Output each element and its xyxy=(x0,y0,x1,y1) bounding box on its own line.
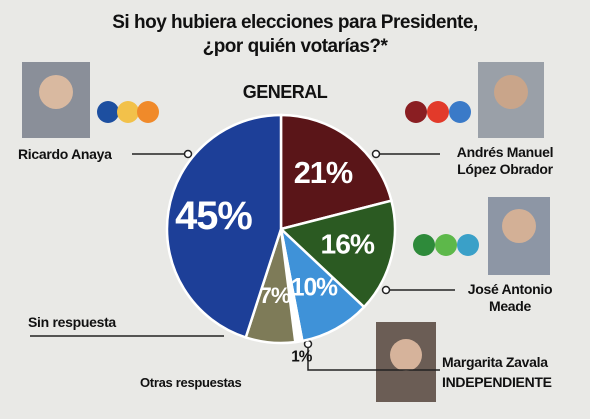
legend-label: Otras respuestas xyxy=(140,375,242,390)
legend-label: Sin respuesta xyxy=(28,314,116,330)
party-logo xyxy=(97,101,119,123)
chart-subtitle: GENERAL xyxy=(242,82,328,102)
party-logo xyxy=(435,234,457,256)
leader-line xyxy=(307,344,440,371)
leader-dot xyxy=(381,285,391,295)
leader-dot xyxy=(183,149,193,159)
legend-label: José Antonio Meade xyxy=(467,281,553,314)
legend-label: Andrés Manuel López Obrador xyxy=(456,144,554,177)
legend-label: Margarita Zavala xyxy=(442,354,548,370)
data-label: 10% xyxy=(291,274,338,301)
photo-face xyxy=(39,75,73,109)
party-logo xyxy=(457,234,479,256)
pie-slice xyxy=(279,113,393,231)
data-label: 45% xyxy=(175,194,252,238)
data-label: 16% xyxy=(321,227,375,259)
data-label: 1% xyxy=(291,348,313,365)
photo-face xyxy=(390,339,422,371)
party-logo xyxy=(427,101,449,123)
legend-label: Ricardo Anaya xyxy=(18,146,112,162)
data-label: 21% xyxy=(294,155,353,190)
photo-face xyxy=(494,75,528,109)
party-logo xyxy=(449,101,471,123)
party-logo xyxy=(405,101,427,123)
leader-dot xyxy=(371,149,381,159)
data-label: 7% xyxy=(259,283,290,308)
chart-title: Si hoy hubiera elecciones para President… xyxy=(112,12,478,33)
chart-title: ¿por quién votarías?* xyxy=(202,36,388,57)
annotation: INDEPENDIENTE xyxy=(442,374,552,390)
pie-slice xyxy=(165,113,283,339)
pie-slice xyxy=(278,199,397,309)
leaders xyxy=(30,149,455,371)
party-logo xyxy=(413,234,435,256)
pie: 21% 16% 10% 1% 7% 45% xyxy=(165,113,397,365)
photo-face xyxy=(502,209,536,243)
party-logo xyxy=(117,101,139,123)
pie-slice xyxy=(279,225,366,343)
party-logo xyxy=(137,101,159,123)
